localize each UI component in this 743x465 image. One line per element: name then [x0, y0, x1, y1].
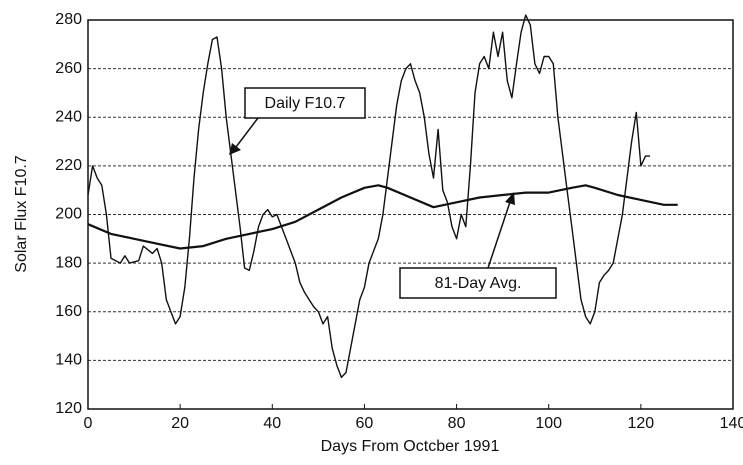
annotation-box	[244, 87, 366, 119]
x-tick-label: 140	[720, 415, 743, 432]
y-tick-label: 120	[55, 400, 82, 417]
y-tick-label: 260	[55, 60, 82, 77]
x-tick-label: 60	[356, 415, 374, 432]
annotation-box	[399, 267, 557, 299]
x-tick-label: 120	[628, 415, 655, 432]
y-tick-label: 160	[55, 303, 82, 320]
annotation-arrow	[235, 117, 259, 148]
y-tick-label: 220	[55, 157, 82, 174]
x-tick-label: 0	[84, 415, 93, 432]
annotation-text: 81-Day Avg.	[435, 275, 522, 292]
annotation-avg: 81-Day Avg.	[399, 192, 557, 299]
y-tick-label: 180	[55, 254, 82, 271]
y-axis-title: Solar Flux F10.7	[13, 155, 30, 272]
plot: 120 140 160 180 200 220 240 260 280 0 20 40 60 80 100 1…	[55, 11, 743, 432]
x-tick-label: 100	[535, 415, 562, 432]
series-line	[87, 14, 651, 379]
y-tick-label: 280	[55, 11, 82, 28]
series-line	[87, 184, 678, 250]
annotation-text: Daily F10.7	[265, 95, 346, 112]
y-tick-label: 240	[55, 108, 82, 125]
annotation-arrow	[487, 201, 511, 269]
x-axis-title: Days From Octcber 1991	[321, 438, 500, 455]
x-tick-label: 80	[448, 415, 466, 432]
annotation-daily: Daily F10.7	[229, 87, 366, 155]
y-tick-label: 140	[55, 352, 82, 369]
y-tick-label: 200	[55, 206, 82, 223]
x-tick-label: 20	[171, 415, 189, 432]
arrow-head	[229, 143, 241, 155]
plot-frame	[87, 19, 734, 410]
arrow-head	[505, 192, 515, 205]
x-tick-label: 40	[263, 415, 281, 432]
